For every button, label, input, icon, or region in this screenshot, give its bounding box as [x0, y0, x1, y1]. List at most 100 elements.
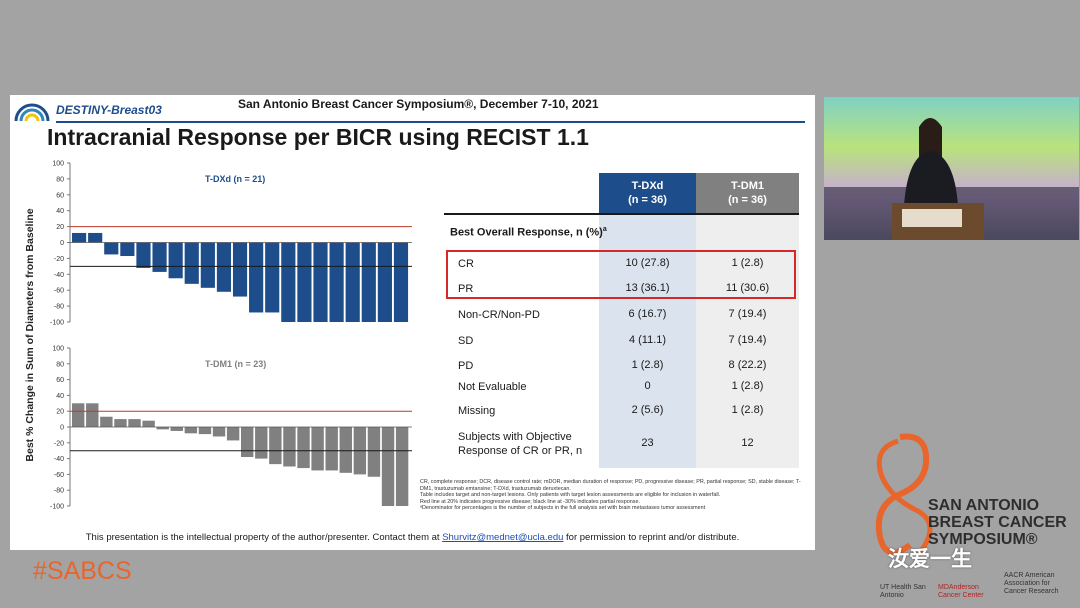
waterfall-charts: 100 80 60 40 20 0 -20 -40 -60 -80 -100 T-DXd (n = 2…: [24, 161, 412, 511]
cell-non-cr-non-pd-tdm1: 7 (19.4): [728, 308, 767, 320]
footnote: CR, complete response; DCR, disease cont…: [420, 479, 805, 512]
row-label-objective-response: Subjects with Objective Response of CR o…: [458, 431, 583, 457]
bar-tdxd: [88, 232, 103, 243]
sabcs-line-2: BREAST CANCER: [928, 514, 1067, 531]
y-tick-label-tdm1: 100: [52, 346, 64, 353]
cell-pr-tdxd: 13 (36.1): [625, 282, 670, 294]
bar-tdxd: [184, 242, 199, 284]
row-label-not-evaluable: Not Evaluable: [458, 381, 527, 393]
cell-sd-tdxd: 4 (11.1): [628, 334, 667, 346]
wechat-watermark: 汝爱一生: [888, 548, 972, 571]
row-label-cr: CR: [458, 258, 474, 270]
bar-tdm1: [86, 403, 99, 427]
chart-title-tdm1: T-DM1 (n = 23): [205, 359, 266, 369]
bar-tdm1: [100, 416, 113, 427]
bar-tdxd: [377, 242, 392, 322]
tdxd-column-shading: [599, 215, 696, 468]
footnote-marker: a: [602, 226, 607, 233]
title-rule: [56, 121, 805, 123]
bar-tdm1: [297, 427, 310, 469]
bar-tdm1: [156, 427, 169, 430]
bar-tdm1: [367, 427, 381, 477]
y-tick-label-tdm1: 20: [56, 409, 64, 416]
destiny-logo-icon: [14, 103, 50, 122]
bar-tdxd: [152, 242, 167, 272]
y-tick-label-tdxd: 20: [56, 224, 64, 231]
cell-pr-tdm1: 11 (30.6): [725, 282, 770, 294]
bar-tdxd: [361, 242, 376, 322]
bar-tdm1: [226, 427, 240, 441]
y-tick-label-tdm1: 0: [60, 425, 64, 432]
cell-sd-tdm1: 7 (19.4): [728, 334, 767, 346]
bar-tdxd: [168, 242, 183, 279]
y-tick-label-tdxd: 40: [56, 208, 64, 215]
y-tick-label-tdm1: 60: [56, 377, 64, 384]
column-header-tdxd-n: (n = 36): [628, 194, 667, 206]
cell-missing-tdxd: 2 (5.6): [631, 404, 664, 416]
table-header-rule: [444, 213, 799, 215]
bar-tdm1: [198, 427, 212, 435]
bar-tdm1: [381, 427, 395, 506]
bar-tdm1: [325, 427, 338, 471]
y-tick-label-tdxd: -60: [54, 288, 64, 295]
bar-tdxd: [72, 232, 87, 243]
y-tick-label-tdm1: -100: [50, 504, 64, 511]
footnote-line-1: CR, complete response; DCR, disease cont…: [420, 479, 801, 492]
bar-tdm1: [212, 427, 226, 437]
bar-tdxd: [136, 242, 151, 268]
copyright-notice: This presentation is the intellectual pr…: [10, 532, 815, 543]
bar-tdm1: [395, 427, 409, 506]
y-tick-label-tdm1: -40: [54, 456, 64, 463]
contact-email-link[interactable]: Shurvitz@mednet@ucla.edu: [442, 532, 564, 543]
bar-tdm1: [241, 427, 254, 458]
row-label-missing: Missing: [458, 405, 496, 417]
y-tick-label-tdxd: -20: [54, 256, 64, 263]
bar-tdm1: [255, 427, 268, 459]
bar-tdm1: [184, 427, 198, 434]
y-tick-label-tdm1: 80: [56, 361, 64, 368]
cell-not-evaluable-tdm1: 1 (2.8): [731, 380, 764, 392]
bar-tdxd: [216, 242, 232, 292]
y-tick-label-tdxd: 0: [60, 240, 64, 247]
row-label-pd: PD: [458, 360, 474, 372]
column-header-tdxd: T-DXd (n = 36): [599, 173, 696, 213]
cell-pd-tdm1: 8 (22.2): [728, 359, 767, 371]
cell-not-evaluable-tdxd: 0: [644, 380, 651, 392]
bar-tdm1: [269, 427, 282, 465]
column-header-tdm1-n: (n = 36): [728, 194, 767, 206]
row-label-sd: SD: [458, 335, 474, 347]
bar-tdxd: [313, 242, 328, 322]
bar-tdxd: [120, 242, 135, 257]
bar-tdm1: [128, 419, 141, 427]
cr-pr-highlight-box: [446, 250, 796, 299]
bar-tdm1: [311, 427, 324, 471]
column-header-tdxd-name: T-DXd: [631, 180, 664, 192]
y-tick-label-tdxd: -40: [54, 272, 64, 279]
y-tick-label-tdm1: 40: [56, 393, 64, 400]
footnote-line-4: ᵃDenominator for percentages is the numb…: [420, 505, 706, 512]
bar-tdm1: [142, 420, 155, 427]
bar-tdxd: [265, 242, 280, 313]
presentation-slide: DESTINY-Breast03 San Antonio Breast Canc…: [10, 95, 815, 550]
mdanderson-logo: MDAnderson Cancer Center: [938, 584, 984, 599]
speaker-video-feed: [824, 97, 1079, 240]
bar-tdxd: [200, 242, 215, 288]
y-tick-label-tdm1: -20: [54, 440, 64, 447]
cell-objective-response-tdxd: 23: [641, 437, 654, 449]
institution-logos: UT Health San Antonio MDAnderson Cancer …: [866, 562, 1076, 604]
bar-tdxd: [249, 242, 264, 313]
slide-title: Intracranial Response per BICR using REC…: [47, 124, 589, 150]
footnote-line-3: Red line at 20% indicates progressive di…: [420, 498, 640, 505]
cell-non-cr-non-pd-tdxd: 6 (16.7): [628, 308, 667, 320]
cell-objective-response-tdm1: 12: [741, 437, 754, 449]
column-header-tdm1-name: T-DM1: [731, 180, 764, 192]
sabcs-line-1: SAN ANTONIO: [928, 497, 1040, 514]
cell-missing-tdm1: 1 (2.8): [731, 404, 764, 416]
bar-tdm1: [283, 427, 296, 467]
bar-tdm1: [339, 427, 352, 473]
best-overall-response-label: Best Overall Response, n (%)a: [450, 226, 607, 239]
sabcs-logo-text: SAN ANTONIO BREAST CANCER SYMPOSIUM®: [928, 497, 1067, 548]
speaker-video-image: [824, 118, 1079, 240]
chart-title-tdxd: T-DXd (n = 21): [205, 174, 265, 184]
column-header-tdm1: T-DM1 (n = 36): [696, 173, 799, 213]
